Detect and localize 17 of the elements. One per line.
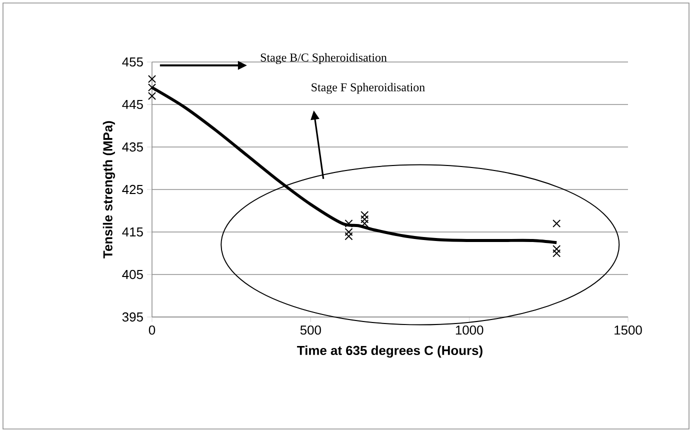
x-tick-label: 500 (300, 326, 321, 335)
y-tick-label: 425 (122, 184, 143, 194)
x-tick-label: 0 (148, 326, 156, 335)
annotation: Stage F Spheroidisation (312, 82, 425, 94)
point (552, 219, 561, 228)
y-axis-title: Tensile strength (MPa) (102, 121, 116, 258)
x-tick-label: 1000 (456, 326, 484, 335)
annotation: Stage B/C Spheroidisation (260, 53, 387, 64)
y-tick-label: 445 (122, 100, 143, 110)
y-tick-label: 435 (122, 142, 143, 152)
x-axis-title: Time at 635 degrees C (Hours) (297, 346, 482, 358)
x-tick-label: 1500 (614, 326, 642, 335)
y-tick-label: 455 (122, 57, 143, 67)
point (552, 244, 561, 254)
y-tick-label: 415 (122, 227, 143, 237)
y-tick-label: 395 (122, 312, 143, 322)
y-tick-label: 405 (122, 270, 143, 280)
